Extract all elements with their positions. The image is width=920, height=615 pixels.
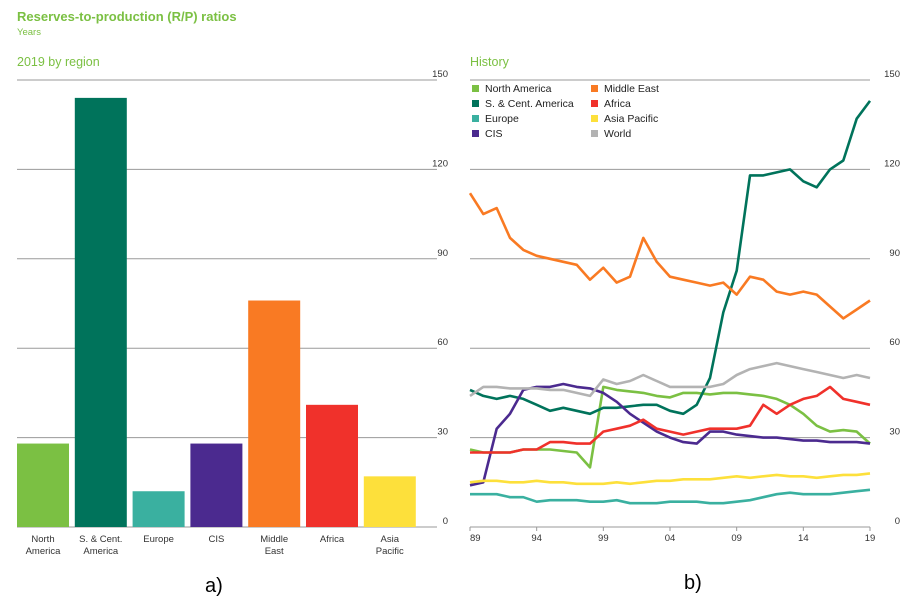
x-tick-label: 14 <box>798 533 809 544</box>
bar-y-tick-label: 60 <box>437 337 448 348</box>
bar-category-label: Middle <box>260 534 288 545</box>
bar-category-label: America <box>26 546 62 557</box>
legend-label: S. & Cent. America <box>485 98 574 110</box>
bar-y-tick-label: 150 <box>432 69 448 80</box>
series-line-middle-east <box>468 192 871 320</box>
legend-label: World <box>604 128 631 140</box>
legend-swatch <box>472 130 479 137</box>
bar-category-label: East <box>265 546 284 557</box>
bar-0 <box>17 443 69 527</box>
bar-category-label: CIS <box>208 534 224 545</box>
bar-category-label: North <box>31 534 54 545</box>
bar-3 <box>190 443 243 527</box>
legend-label: Middle East <box>604 83 659 95</box>
page-title: Reserves-to-production (R/P) ratios <box>17 9 237 24</box>
series-line-north-america <box>469 385 871 469</box>
line-y-tick-label: 0 <box>895 516 900 527</box>
legend-label: Europe <box>485 113 519 125</box>
caption-b: b) <box>684 572 702 594</box>
bar-y-tick-label: 30 <box>437 427 448 438</box>
line-y-tick-label: 60 <box>889 337 900 348</box>
legend-swatch <box>591 130 598 137</box>
line-y-tick-label: 30 <box>889 427 900 438</box>
legend-label: North America <box>485 83 552 95</box>
bar-category-label: Asia <box>381 534 400 545</box>
bar-category-label: Africa <box>320 534 345 545</box>
line-chart-title: History <box>470 55 509 69</box>
series-line-world <box>469 361 871 398</box>
bar-category-label: America <box>83 546 119 557</box>
caption-a: a) <box>205 575 223 597</box>
legend-label: Asia Pacific <box>604 113 658 125</box>
x-tick-label: 04 <box>665 533 676 544</box>
bar-2 <box>132 491 185 527</box>
line-y-tick-label: 150 <box>884 69 900 80</box>
page-subtitle: Years <box>17 27 41 38</box>
x-tick-label: 99 <box>598 533 609 544</box>
x-tick-label: 09 <box>731 533 742 544</box>
bar-1 <box>74 97 127 527</box>
bar-4 <box>248 300 301 527</box>
legend-swatch <box>472 115 479 122</box>
legend-swatch <box>591 100 598 107</box>
series-line-s-cent-america <box>469 100 872 416</box>
bar-5 <box>306 404 358 527</box>
legend-label: CIS <box>485 128 503 140</box>
bar-category-label: Europe <box>143 534 174 545</box>
legend-swatch <box>591 85 598 92</box>
bar-category-label: Pacific <box>376 546 404 557</box>
series-line-asia-pacific <box>469 472 871 486</box>
series-line-africa <box>470 385 871 454</box>
bar-y-tick-label: 120 <box>432 158 448 169</box>
legend-swatch <box>472 85 479 92</box>
x-tick-label: 94 <box>531 533 542 544</box>
bar-6 <box>363 476 416 527</box>
bar-category-label: S. & Cent. <box>79 534 122 545</box>
line-y-tick-label: 90 <box>889 248 900 259</box>
legend-label: Africa <box>604 98 631 110</box>
x-tick-label: 89 <box>470 533 481 544</box>
series-line-cis <box>469 382 871 487</box>
legend-swatch <box>591 115 598 122</box>
line-y-tick-label: 120 <box>884 158 900 169</box>
bar-y-tick-label: 0 <box>443 516 448 527</box>
series-line-europe <box>470 488 871 505</box>
legend-swatch <box>472 100 479 107</box>
bar-chart-title: 2019 by region <box>17 55 100 69</box>
bar-y-tick-label: 90 <box>437 248 448 259</box>
x-tick-label: 19 <box>865 533 876 544</box>
